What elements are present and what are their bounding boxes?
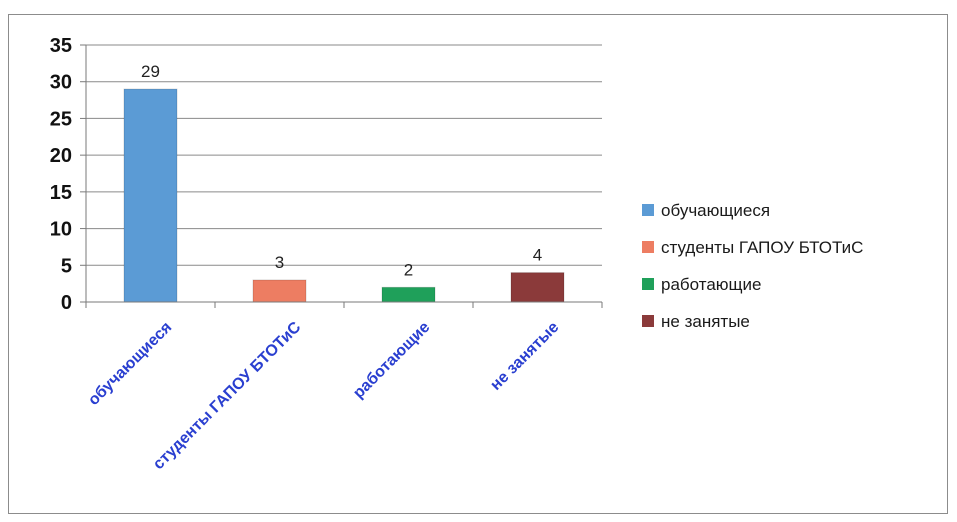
x-tick-label: не занятые [487, 319, 562, 394]
y-tick-label: 10 [50, 219, 72, 241]
data-labels: 29 3 2 4 [141, 62, 542, 279]
y-tick-label: 20 [50, 145, 72, 167]
legend-swatch [642, 278, 654, 290]
x-tick-label: студенты ГАПОУ БТОТиС [150, 318, 305, 473]
bars [123, 88, 565, 303]
legend: обучающиеся студенты ГАПОУ БТОТиС работающ… [642, 201, 863, 331]
y-tick-label: 25 [50, 108, 72, 130]
y-tick-label: 0 [61, 292, 72, 314]
bar [123, 88, 178, 303]
legend-label: не занятые [661, 312, 750, 331]
legend-swatch [642, 241, 654, 253]
bar [252, 279, 307, 303]
legend-label: работающие [661, 275, 761, 294]
legend-swatch [642, 204, 654, 216]
bar [510, 272, 565, 303]
legend-label: студенты ГАПОУ БТОТиС [661, 238, 863, 257]
y-tick-label: 5 [61, 255, 72, 277]
legend-label: обучающиеся [661, 201, 770, 220]
y-tick-label: 15 [50, 182, 72, 204]
data-label: 4 [533, 246, 542, 265]
data-label: 29 [141, 62, 160, 81]
x-tick-label: работающие [350, 319, 433, 402]
y-tick-label: 30 [50, 72, 72, 94]
x-tick-label: обучающиеся [85, 319, 175, 409]
y-axis: 0 5 10 15 20 25 30 35 [50, 35, 87, 314]
legend-swatch [642, 315, 654, 327]
data-label: 3 [275, 253, 284, 272]
bar [381, 286, 436, 303]
y-tick-label: 35 [50, 35, 72, 57]
data-label: 2 [404, 260, 413, 279]
